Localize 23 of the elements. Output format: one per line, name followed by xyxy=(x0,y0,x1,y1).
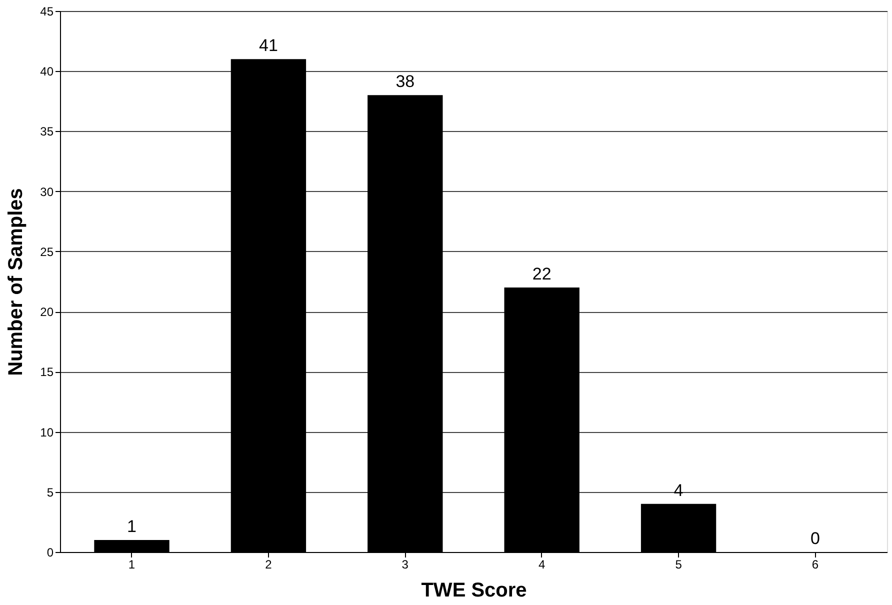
x-tick-label: 4 xyxy=(538,558,546,572)
data-label: 38 xyxy=(396,72,415,92)
data-label: 41 xyxy=(259,36,278,56)
y-tick-label: 15 xyxy=(40,365,54,380)
y-tick-label: 0 xyxy=(46,546,54,560)
y-tick-label: 30 xyxy=(40,184,54,199)
y-tick-label: 5 xyxy=(46,485,54,500)
y-tick-label: 35 xyxy=(40,124,54,139)
x-axis-title: TWE Score xyxy=(421,580,527,602)
x-tick-label: 5 xyxy=(675,558,682,572)
x-tick-label: 6 xyxy=(812,558,819,572)
y-tick-label: 25 xyxy=(40,244,54,259)
data-label: 22 xyxy=(532,264,552,284)
y-tick-label: 20 xyxy=(40,305,54,320)
y-tick-label: 10 xyxy=(40,425,54,440)
data-label: 1 xyxy=(127,516,136,536)
x-tick-label: 3 xyxy=(402,558,409,572)
y-axis-title: Number of Samples xyxy=(5,188,28,376)
y-tick-label: 45 xyxy=(40,4,54,18)
x-tick-label: 2 xyxy=(265,558,272,572)
x-tick-label: 1 xyxy=(128,558,136,572)
data-label: 0 xyxy=(810,529,820,548)
y-tick-label: 40 xyxy=(40,64,54,79)
